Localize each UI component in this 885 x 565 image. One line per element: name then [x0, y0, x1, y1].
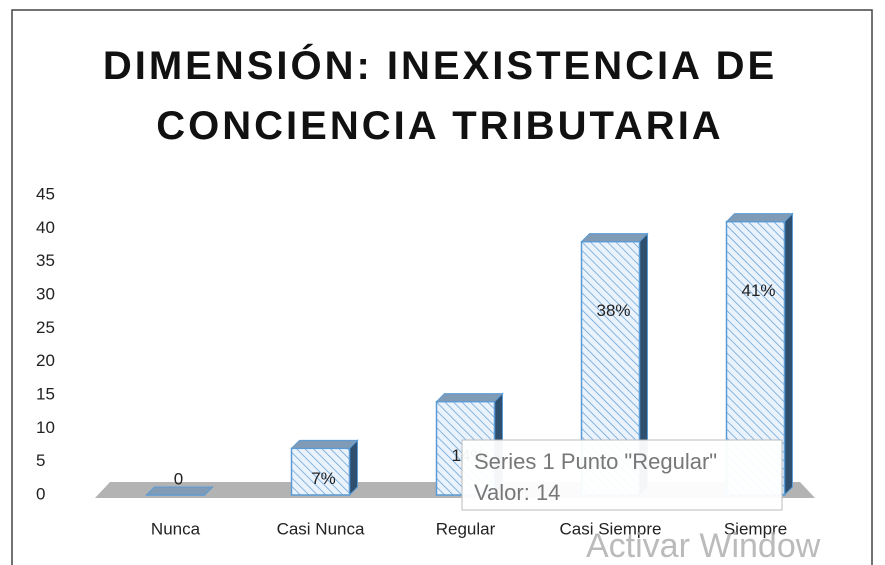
- x-tick-label: Casi Siempre: [559, 519, 661, 538]
- bar-side: [349, 439, 358, 497]
- x-tick-label: Siempre: [724, 519, 787, 538]
- y-tick-label: 30: [36, 284, 55, 303]
- x-tick-label: Regular: [436, 519, 496, 538]
- bar-top: [580, 233, 649, 243]
- y-tick-label: 20: [36, 351, 55, 370]
- bar-top: [145, 486, 214, 496]
- y-tick-label: 25: [36, 318, 55, 337]
- bar-top: [435, 393, 504, 403]
- data-label: 38%: [596, 301, 630, 320]
- bar-top: [290, 439, 359, 449]
- y-tick-label: 35: [36, 251, 55, 270]
- y-tick-label: 40: [36, 218, 55, 237]
- chart-title: DIMENSIÓN: INEXISTENCIA DE CONCIENCIA TR…: [102, 44, 778, 148]
- y-tick-label: 10: [36, 418, 55, 437]
- watermark: Activar Window: [586, 527, 821, 565]
- y-tick-label: 45: [36, 184, 55, 203]
- x-tick-label: Nunca: [151, 519, 201, 538]
- data-label: 41%: [741, 281, 775, 300]
- y-tick-label: 15: [36, 384, 55, 403]
- tooltip-line: Series 1 Punto "Regular": [474, 449, 717, 474]
- x-tick-label: Casi Nunca: [277, 519, 365, 538]
- tooltip-box: [461, 439, 783, 511]
- bar-side: [784, 212, 793, 497]
- bar: [290, 447, 351, 496]
- y-tick-label: 0: [36, 484, 45, 503]
- y-tick-label: 5: [36, 451, 45, 470]
- bar-top: [725, 213, 794, 223]
- chart-border: [11, 9, 873, 565]
- data-label: 7%: [311, 469, 336, 488]
- tooltip-line: Valor: 14: [474, 480, 560, 505]
- data-label: 0: [174, 469, 183, 488]
